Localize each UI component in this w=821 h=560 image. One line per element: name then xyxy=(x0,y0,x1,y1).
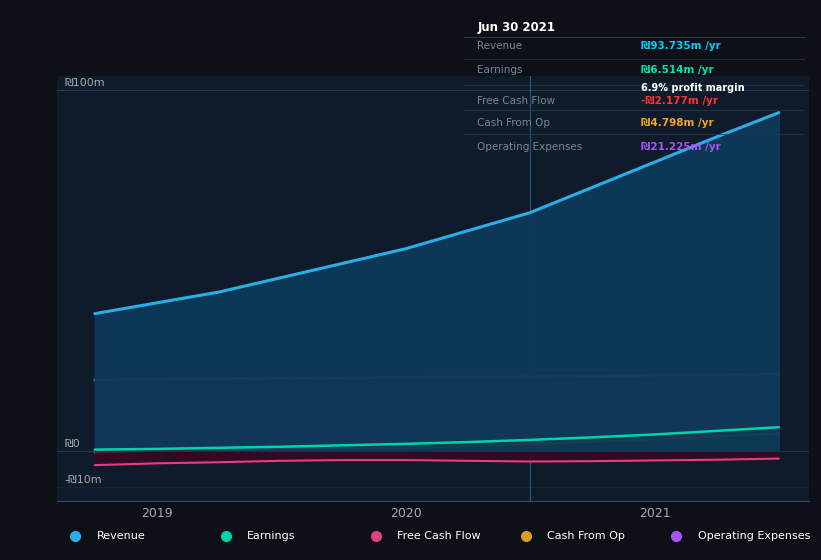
Text: -₪10m: -₪10m xyxy=(65,475,103,485)
Text: Revenue: Revenue xyxy=(97,531,145,541)
Text: -₪2.177m /yr: -₪2.177m /yr xyxy=(641,96,718,106)
Text: Revenue: Revenue xyxy=(478,41,523,52)
Text: ₪93.735m /yr: ₪93.735m /yr xyxy=(641,41,721,52)
Text: Earnings: Earnings xyxy=(247,531,296,541)
Text: ₪4.798m /yr: ₪4.798m /yr xyxy=(641,118,713,128)
Text: ₪6.514m /yr: ₪6.514m /yr xyxy=(641,66,713,75)
Text: Free Cash Flow: Free Cash Flow xyxy=(397,531,480,541)
Text: Cash From Op: Cash From Op xyxy=(478,118,551,128)
Text: Operating Expenses: Operating Expenses xyxy=(698,531,810,541)
Text: ₪100m: ₪100m xyxy=(65,78,106,88)
Text: Jun 30 2021: Jun 30 2021 xyxy=(478,21,556,34)
Text: Operating Expenses: Operating Expenses xyxy=(478,142,583,152)
Text: Cash From Op: Cash From Op xyxy=(548,531,625,541)
Text: ₪21.225m /yr: ₪21.225m /yr xyxy=(641,142,721,152)
Text: 6.9% profit margin: 6.9% profit margin xyxy=(641,83,745,93)
Text: Free Cash Flow: Free Cash Flow xyxy=(478,96,556,106)
Text: Earnings: Earnings xyxy=(478,66,523,75)
Text: ₪0: ₪0 xyxy=(65,439,80,449)
